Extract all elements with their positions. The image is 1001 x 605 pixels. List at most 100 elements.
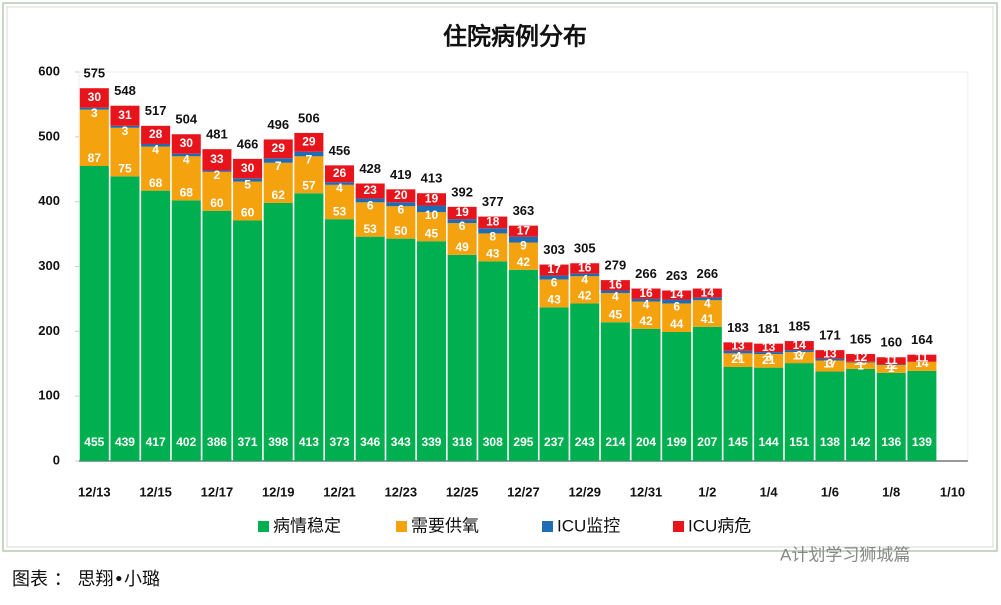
data-label: 5 [244,178,251,192]
data-label: 402 [176,435,196,449]
legend-label: 需要供氧 [411,516,479,535]
bar-segment [79,107,109,110]
data-label: 142 [851,435,871,449]
x-tick-label: 12/25 [446,484,479,499]
data-label: 343 [391,435,411,449]
data-label: 6 [673,300,680,314]
total-label: 377 [482,194,504,209]
total-label: 185 [788,318,810,333]
data-label: 4 [183,152,190,166]
total-label: 481 [206,127,228,142]
bar-segment [754,343,784,353]
bar-segment [846,354,876,362]
bar-segment [600,293,630,323]
legend-swatch [673,521,684,532]
bar-segment [202,171,232,211]
data-label: 23 [363,183,377,197]
bar-segment [631,328,661,461]
bar-segment [447,254,477,461]
bar-segment [202,149,232,171]
y-tick-label: 0 [53,452,60,467]
data-label: 44 [670,317,684,331]
data-label: 18 [486,215,500,229]
data-label: 50 [394,224,408,238]
bar-segment [600,322,630,461]
data-label: 14 [701,285,715,299]
bar-segment [754,352,784,355]
data-label: 30 [88,90,102,104]
bar-segment [171,200,201,461]
bar-segment [263,139,293,159]
bar-segment [508,242,538,270]
source: 图表 ： 思翔•小璐 [12,569,160,590]
bar-segment [784,350,814,353]
bar-segment [447,206,477,220]
bar-segment [846,368,876,461]
bar-segment [110,105,140,126]
bar-segment [570,276,600,304]
data-label: 30 [241,161,255,175]
x-tick-label: 1/10 [940,484,965,499]
bar-segment [600,280,630,291]
chart-title: 住院病例分布 [443,22,587,50]
data-label: 60 [210,196,224,210]
legend-swatch [542,521,553,532]
bar-segment [539,307,569,461]
bar-segment [141,190,171,461]
total-label: 183 [727,320,749,335]
data-label: 68 [180,186,194,200]
data-label: 21 [731,352,745,366]
x-tick-label: 12/31 [630,484,663,499]
bar-segment [508,236,538,243]
total-label: 164 [911,332,933,347]
bar-segment [386,238,416,461]
data-label: 1 [857,359,864,373]
data-label: 455 [84,435,104,449]
total-label: 456 [329,143,351,158]
bar-segment [233,181,263,221]
y-tick-label: 600 [38,63,60,78]
data-label: 2 [214,168,221,182]
data-label: 29 [302,135,316,149]
bar-segment [416,241,446,461]
data-label: 14 [793,338,807,352]
x-tick-label: 12/15 [139,484,172,499]
bar-segment [692,300,722,327]
bar-segment [631,288,661,299]
data-label: 42 [578,289,592,303]
bar-segment [263,162,293,203]
bar-segment [294,193,324,461]
data-label: 26 [333,166,347,180]
bar-segment [325,184,355,220]
data-label: 1 [888,361,895,375]
total-label: 266 [696,266,718,281]
data-label: 29 [272,141,286,155]
data-label: 6 [551,276,558,290]
data-label: 21 [762,353,776,367]
bar-segment [202,210,232,461]
total-label: 305 [574,241,596,256]
data-label: 53 [363,222,377,236]
data-label: 45 [609,307,623,321]
data-label: 16 [578,261,592,275]
bar-segment [631,301,661,329]
x-tick-label: 1/4 [760,484,779,499]
bar-segment [416,193,446,206]
data-label: 6 [397,202,404,216]
data-label: 4 [735,350,742,364]
bar-segment [325,182,355,185]
bar-segment [692,288,722,298]
data-label: 237 [544,435,564,449]
data-label: 295 [513,435,533,449]
bar-segment [202,170,232,172]
data-label: 45 [425,226,439,240]
x-tick-label: 1/2 [698,484,716,499]
total-label: 548 [114,83,136,98]
bar-segment [386,189,416,203]
data-label: 4 [581,272,588,286]
bar-segment [754,354,784,368]
data-label: 386 [207,435,227,449]
data-label: 57 [302,178,316,192]
bar-segment [416,205,446,213]
data-label: 16 [639,286,653,300]
